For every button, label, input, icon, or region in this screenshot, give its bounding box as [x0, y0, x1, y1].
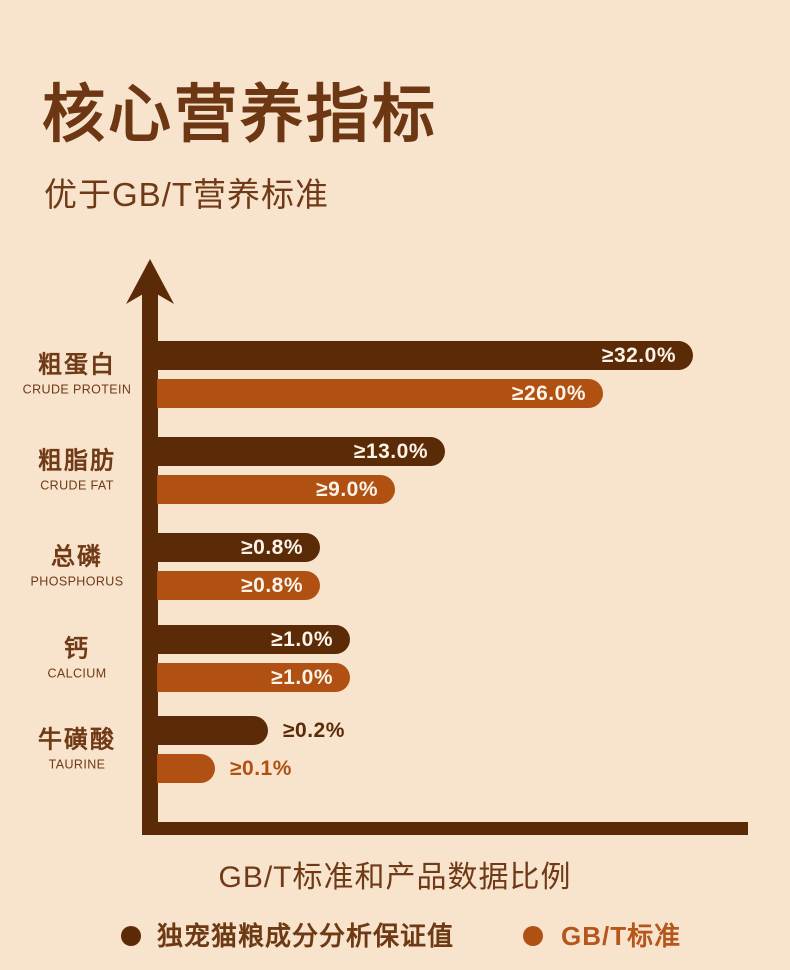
bar-value-label: ≥0.1% — [230, 756, 292, 780]
bar-product: ≥13.0% — [157, 437, 445, 466]
page-title: 核心营养指标 — [42, 80, 438, 150]
bar-value-label: ≥1.0% — [271, 665, 333, 689]
category-label: 粗脂肪 CRUDE FAT — [7, 447, 147, 494]
bar-product: ≥0.8% — [157, 533, 320, 562]
y-axis-line — [142, 284, 158, 835]
category-label-en: CALCIUM — [47, 666, 107, 680]
category-label-zh: 牛磺酸 — [38, 726, 116, 753]
bar-value-label: ≥0.2% — [283, 718, 345, 742]
bar-standard: ≥1.0% — [157, 663, 350, 692]
bar-standard: ≥26.0% — [157, 379, 603, 408]
bar-value-label: ≥0.8% — [241, 573, 303, 597]
category-label: 牛磺酸 TAURINE — [7, 726, 147, 773]
category-label: 粗蛋白 CRUDE PROTEIN — [7, 351, 147, 398]
bar-value-label: ≥26.0% — [511, 381, 586, 405]
bar-value-label: ≥0.8% — [241, 535, 303, 559]
legend-label-product: 独宠猫粮成分分析保证值 — [157, 921, 455, 951]
category-label: 总磷 PHOSPHORUS — [7, 543, 147, 590]
legend-label-standard: GB/T标准 — [561, 921, 682, 951]
category-label-zh: 粗脂肪 — [38, 447, 116, 474]
bar-product: ≥0.2% — [157, 716, 344, 745]
bar-value-label: ≥1.0% — [271, 627, 333, 651]
legend-dot-standard — [523, 926, 543, 946]
bar-standard: ≥0.1% — [157, 754, 291, 783]
page-subtitle: 优于GB/T营养标准 — [44, 176, 330, 213]
legend-dot-product — [121, 926, 141, 946]
bar-value-label: ≥32.0% — [601, 343, 676, 367]
category-label-zh: 总磷 — [51, 543, 103, 570]
bar-product: ≥1.0% — [157, 625, 350, 654]
bar-product: ≥32.0% — [157, 341, 693, 370]
category-label-en: PHOSPHORUS — [30, 574, 124, 588]
category-label-en: CRUDE FAT — [40, 478, 114, 492]
category-label-en: TAURINE — [48, 757, 106, 771]
category-label: 钙 CALCIUM — [7, 635, 147, 682]
bar-standard: ≥0.8% — [157, 571, 320, 600]
x-axis-line — [142, 822, 748, 835]
category-label-zh: 粗蛋白 — [38, 351, 116, 378]
x-axis-title: GB/T标准和产品数据比例 — [218, 861, 572, 894]
category-label-en: CRUDE PROTEIN — [22, 382, 132, 396]
category-label-zh: 钙 — [64, 635, 90, 662]
bar-standard: ≥9.0% — [157, 475, 395, 504]
bar-value-label: ≥13.0% — [353, 439, 428, 463]
bar-value-label: ≥9.0% — [316, 477, 378, 501]
